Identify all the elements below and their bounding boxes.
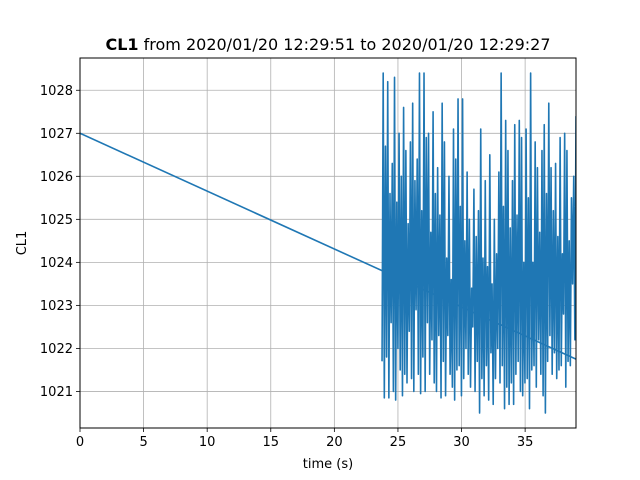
y-axis-label: CL1 xyxy=(15,231,30,256)
y-tick-label: 1027 xyxy=(40,127,73,142)
y-tick-label: 1028 xyxy=(40,84,73,99)
x-tick-label: 30 xyxy=(453,435,470,450)
tick-group: 0 5 10 15 20 25 30 35 1021 1022 1023 1024 1025 1026 10… xyxy=(40,84,533,450)
signal-line xyxy=(381,72,576,414)
x-tick-label: 35 xyxy=(517,435,534,450)
y-tick-label: 1025 xyxy=(40,213,73,228)
chart-title-rest: from 2020/01/20 12:29:51 to 2020/01/20 1… xyxy=(139,35,551,54)
plot-area xyxy=(80,72,576,414)
y-tick-label: 1022 xyxy=(40,342,73,357)
y-tick-label: 1023 xyxy=(40,299,73,314)
x-tick-label: 20 xyxy=(326,435,343,450)
y-tick-label: 1024 xyxy=(40,256,73,271)
axes-frame xyxy=(79,57,577,429)
y-tick-label: 1026 xyxy=(40,170,73,185)
x-axis-label: time (s) xyxy=(303,457,353,472)
chart-title: CL1 from 2020/01/20 12:29:51 to 2020/01/… xyxy=(105,35,550,54)
x-tick-label: 5 xyxy=(139,435,147,450)
x-tick-label: 15 xyxy=(262,435,279,450)
x-tick-label: 25 xyxy=(390,435,407,450)
x-tick-label: 10 xyxy=(199,435,216,450)
x-tick-label: 0 xyxy=(76,435,84,450)
trend-line-segment-0 xyxy=(80,132,384,272)
y-tick-label: 1021 xyxy=(40,385,73,400)
series-group xyxy=(80,72,576,414)
chart-title-bold: CL1 xyxy=(105,35,138,54)
